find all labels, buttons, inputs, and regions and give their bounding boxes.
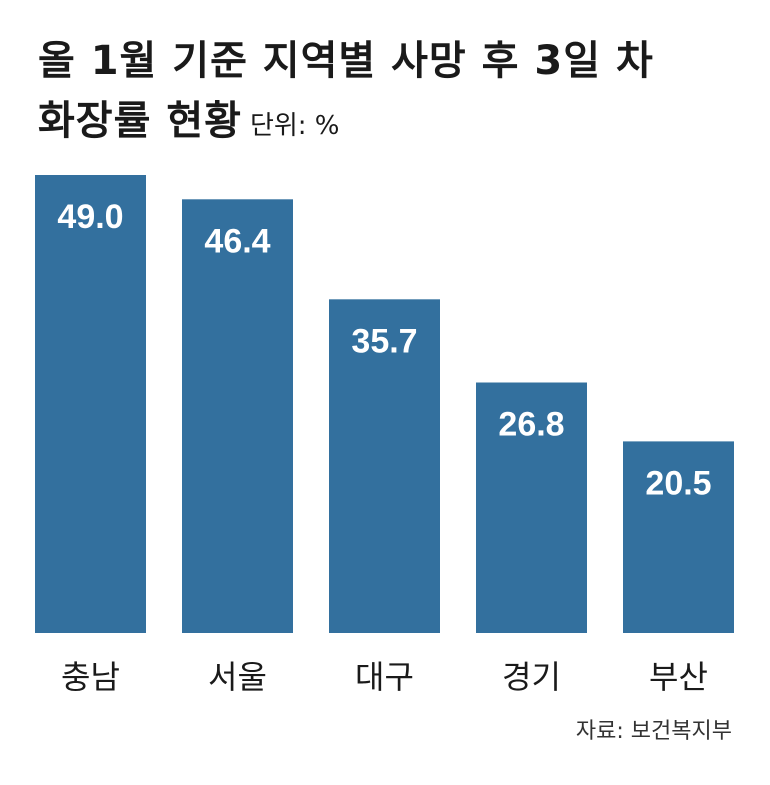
bar-value-label: 26.8 [498, 406, 564, 444]
category-label: 충남 [61, 658, 120, 696]
bar-1 [35, 175, 146, 633]
chart-subtitle-row: 화장률 현황 단위: % [38, 88, 340, 146]
chart-title: 올 1월 기준 지역별 사망 후 3일 차 [38, 38, 654, 84]
bar-2 [182, 199, 293, 633]
chart-subtitle: 화장률 현황 [38, 98, 242, 144]
category-label: 서울 [208, 658, 267, 696]
bar-3 [329, 299, 440, 633]
bar-value-label: 49.0 [57, 198, 123, 236]
bar-4 [476, 382, 587, 633]
bar-value-label: 46.4 [204, 222, 270, 260]
unit-label: 단위: % [249, 111, 340, 141]
source-note: 자료: 보건복지부 [575, 719, 732, 744]
category-label: 부산 [649, 658, 708, 696]
category-label: 대구 [355, 658, 414, 696]
category-label: 경기 [502, 658, 561, 696]
bar-value-label: 20.5 [645, 464, 711, 502]
bar-5 [623, 441, 734, 633]
bar-value-label: 35.7 [351, 322, 417, 360]
